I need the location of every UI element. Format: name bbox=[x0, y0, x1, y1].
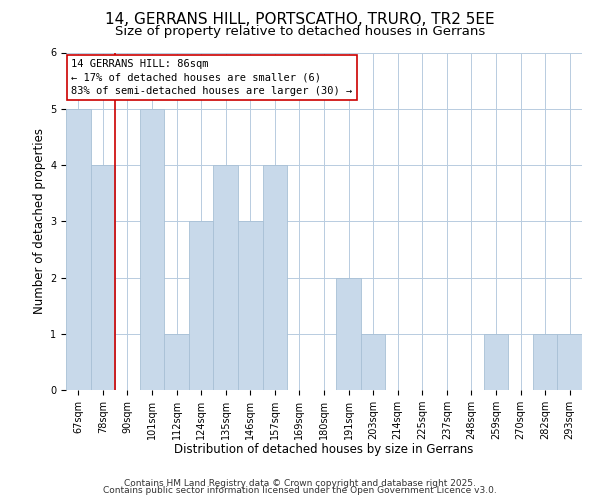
Y-axis label: Number of detached properties: Number of detached properties bbox=[33, 128, 46, 314]
Text: 14 GERRANS HILL: 86sqm
← 17% of detached houses are smaller (6)
83% of semi-deta: 14 GERRANS HILL: 86sqm ← 17% of detached… bbox=[71, 59, 352, 96]
Bar bbox=[91, 165, 115, 390]
Bar bbox=[140, 109, 164, 390]
Text: 14, GERRANS HILL, PORTSCATHO, TRURO, TR2 5EE: 14, GERRANS HILL, PORTSCATHO, TRURO, TR2… bbox=[105, 12, 495, 28]
Bar bbox=[189, 221, 214, 390]
Bar bbox=[66, 109, 91, 390]
Bar bbox=[484, 334, 508, 390]
X-axis label: Distribution of detached houses by size in Gerrans: Distribution of detached houses by size … bbox=[175, 444, 473, 456]
Text: Contains HM Land Registry data © Crown copyright and database right 2025.: Contains HM Land Registry data © Crown c… bbox=[124, 478, 476, 488]
Bar bbox=[214, 165, 238, 390]
Bar bbox=[361, 334, 385, 390]
Text: Size of property relative to detached houses in Gerrans: Size of property relative to detached ho… bbox=[115, 25, 485, 38]
Text: Contains public sector information licensed under the Open Government Licence v3: Contains public sector information licen… bbox=[103, 486, 497, 495]
Bar bbox=[533, 334, 557, 390]
Bar bbox=[164, 334, 189, 390]
Bar bbox=[557, 334, 582, 390]
Bar bbox=[238, 221, 263, 390]
Bar bbox=[336, 278, 361, 390]
Bar bbox=[263, 165, 287, 390]
